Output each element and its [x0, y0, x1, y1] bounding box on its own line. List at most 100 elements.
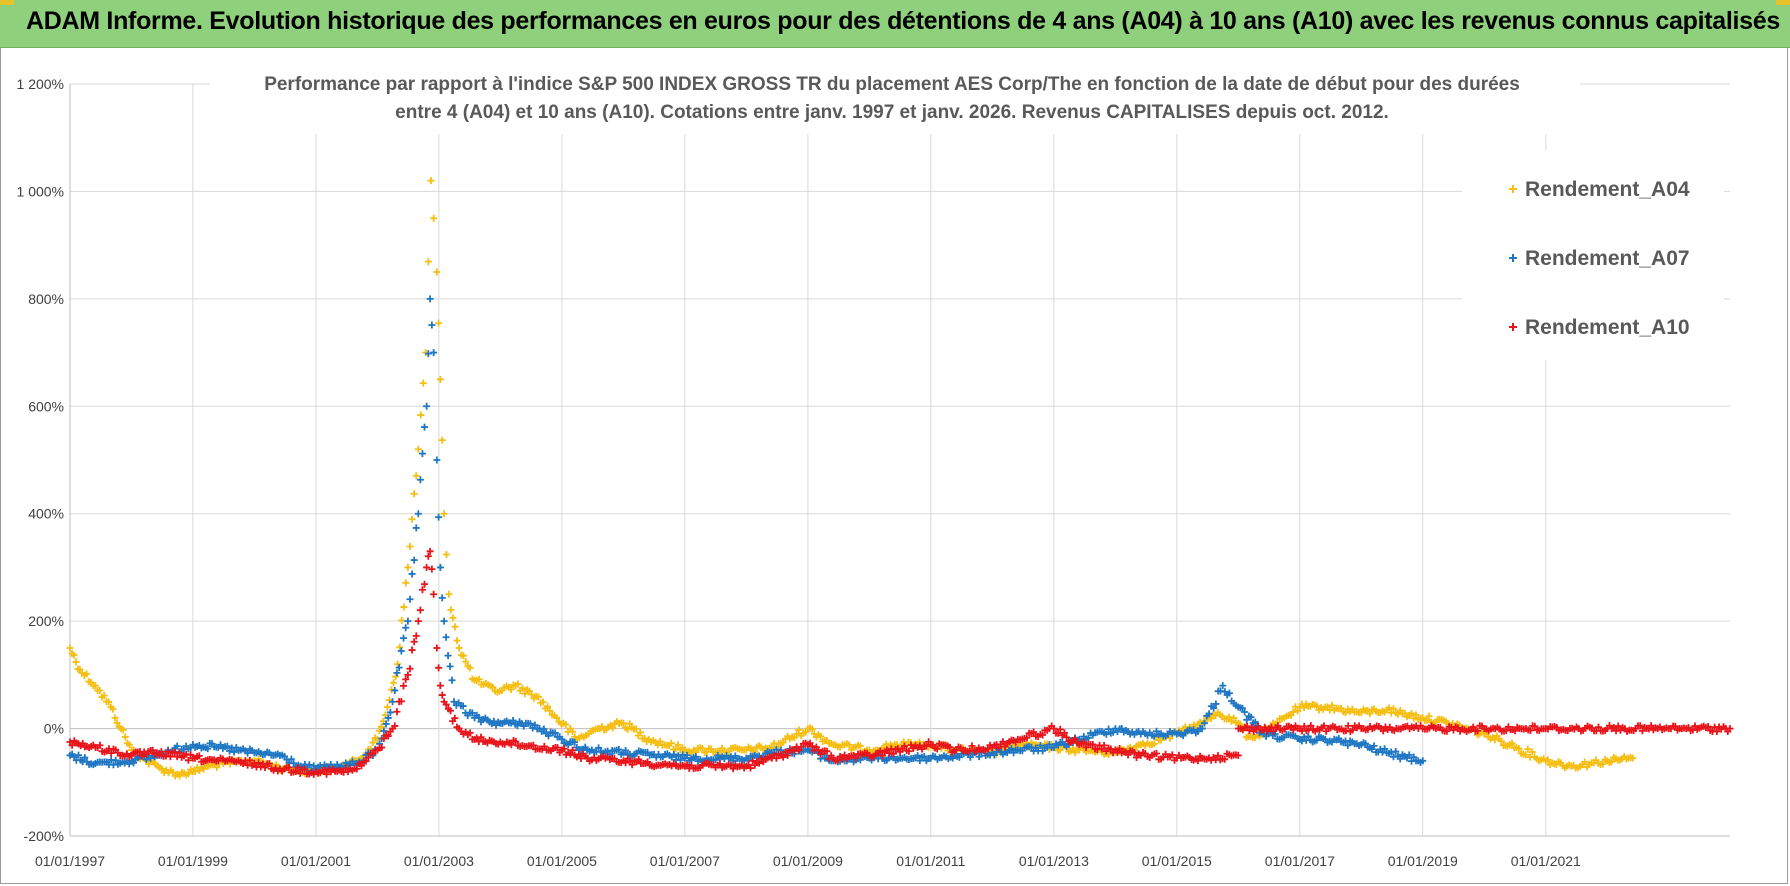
data-point: [1362, 740, 1370, 748]
data-point: [395, 664, 403, 672]
data-point: [400, 603, 408, 611]
data-point: [712, 756, 720, 764]
data-point: [1392, 747, 1400, 755]
data-point: [879, 752, 887, 760]
data-point: [380, 727, 388, 735]
data-point: [1629, 754, 1637, 762]
data-point: [636, 728, 644, 736]
data-point: [453, 637, 461, 645]
data-point: [1381, 745, 1389, 753]
data-point: [72, 658, 80, 666]
data-point: [1531, 722, 1539, 730]
data-point: [386, 708, 394, 716]
data-point: [560, 745, 568, 753]
x-tick-label: 01/01/2001: [281, 853, 351, 869]
data-point: [442, 551, 450, 559]
data-point: [442, 701, 450, 709]
data-point: [285, 763, 293, 771]
data-point: [539, 698, 547, 706]
data-point: [447, 606, 455, 614]
data-point: [512, 738, 520, 746]
data-point: [1599, 760, 1607, 768]
data-point: [424, 552, 432, 560]
legend-label: Rendement_A10: [1525, 316, 1690, 339]
data-point: [444, 652, 452, 660]
data-point: [1225, 689, 1233, 697]
data-point: [119, 726, 127, 734]
y-tick-label: 800%: [28, 291, 64, 307]
data-point: [169, 768, 177, 776]
data-point: [96, 686, 104, 694]
data-point: [433, 644, 441, 652]
data-point: [1130, 749, 1138, 757]
data-point: [1243, 722, 1251, 730]
data-point: [609, 724, 617, 732]
data-point: [626, 720, 634, 728]
data-point: [414, 510, 422, 518]
data-point: [81, 754, 89, 762]
data-point: [200, 765, 208, 773]
data-point: [393, 708, 401, 716]
report-header: ADAM Informe. Evolution historique des p…: [0, 0, 1790, 48]
data-point: [442, 633, 450, 641]
data-point: [1396, 755, 1404, 763]
data-point: [1515, 745, 1523, 753]
data-point: [414, 445, 422, 453]
data-point: [914, 752, 922, 760]
data-point: [184, 770, 192, 778]
data-point: [416, 606, 424, 614]
data-point: [410, 556, 418, 564]
data-point: [1080, 739, 1088, 747]
data-point: [417, 411, 425, 419]
data-point: [622, 759, 630, 767]
legend-marker: [1509, 254, 1517, 262]
data-point: [749, 757, 757, 765]
data-point: [100, 692, 108, 700]
data-point: [112, 756, 120, 764]
data-point: [475, 675, 483, 683]
data-point: [562, 721, 570, 729]
data-point: [984, 745, 992, 753]
data-point: [507, 741, 515, 749]
data-point: [446, 662, 454, 670]
data-point: [1608, 758, 1615, 766]
data-point: [364, 754, 372, 762]
data-point: [436, 375, 444, 383]
data-point: [246, 756, 254, 764]
data-point: [390, 679, 398, 687]
data-point: [1410, 753, 1418, 761]
data-point: [1636, 722, 1644, 730]
data-point: [455, 644, 463, 652]
data-point: [577, 755, 585, 763]
data-point: [412, 632, 420, 640]
data-point: [615, 746, 623, 754]
data-point: [1328, 701, 1336, 709]
data-point: [1054, 729, 1062, 737]
data-point: [384, 732, 392, 740]
data-point: [1412, 711, 1420, 719]
data-point: [676, 756, 684, 764]
data-point: [1289, 726, 1297, 734]
data-point: [1407, 709, 1415, 717]
data-point: [402, 579, 410, 587]
data-point: [1469, 723, 1477, 731]
data-point: [1502, 726, 1510, 734]
data-point: [410, 490, 418, 498]
data-point: [1056, 725, 1064, 733]
data-point: [1289, 708, 1297, 716]
data-point: [433, 456, 441, 464]
data-point: [1581, 758, 1589, 766]
data-point: [130, 759, 138, 767]
data-point: [1704, 722, 1712, 730]
data-point: [74, 751, 82, 759]
data-point: [1344, 741, 1352, 749]
data-point: [968, 742, 976, 750]
data-point: [489, 683, 497, 691]
data-point: [1166, 734, 1174, 742]
data-point: [667, 739, 675, 747]
legend-label: Rendement_A07: [1525, 247, 1690, 270]
data-point: [674, 741, 682, 749]
data-point: [551, 729, 559, 737]
data-point: [1107, 745, 1115, 753]
data-point: [223, 742, 231, 750]
